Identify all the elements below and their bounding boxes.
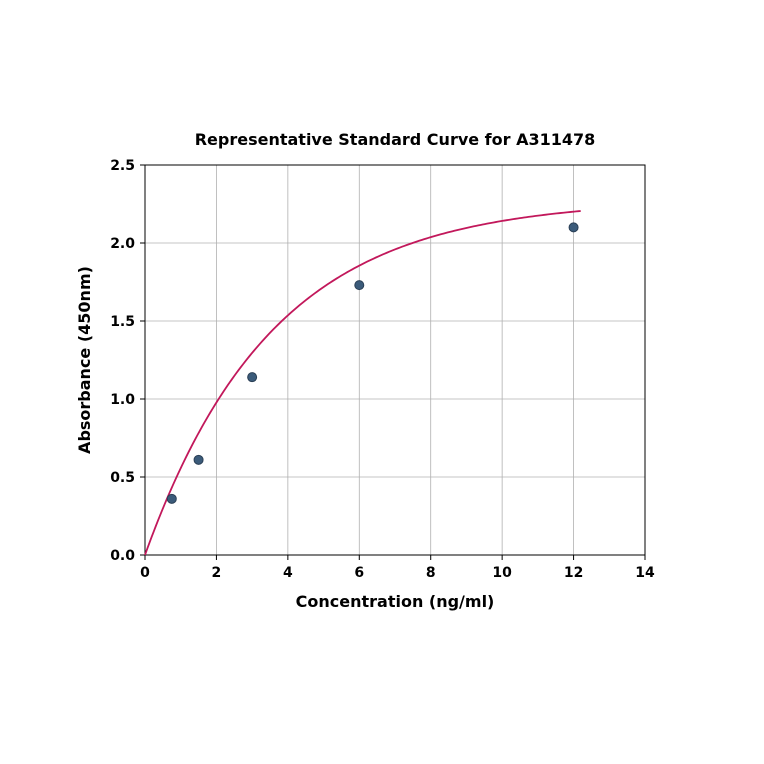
x-tick-label: 10 [492,565,512,581]
x-tick-label: 8 [426,565,436,581]
x-tick-label: 12 [564,565,583,581]
y-axis-label: Absorbance (450nm) [75,266,94,454]
data-point [355,281,364,290]
y-tick-label: 0.5 [110,470,135,486]
chart-container: 0 2 4 6 8 10 12 14 0.0 0.5 1.0 1.5 2.0 2.5 Representa… [0,0,764,764]
x-tick-label: 2 [212,565,222,581]
data-point [248,373,257,382]
y-tick-label: 2.0 [110,236,135,252]
y-tick-label: 1.0 [110,392,135,408]
data-point [167,494,176,503]
x-tick-label: 0 [140,565,150,581]
standard-curve-chart: 0 2 4 6 8 10 12 14 0.0 0.5 1.0 1.5 2.0 2.5 Representa… [0,0,764,764]
y-tick-label: 2.5 [110,158,135,174]
x-tick-label: 14 [635,565,655,581]
x-tick-label: 4 [283,565,293,581]
data-point [569,223,578,232]
x-axis-label: Concentration (ng/ml) [296,592,495,611]
plot-area: 0 2 4 6 8 10 12 14 0.0 0.5 1.0 1.5 2.0 2.5 [110,158,655,581]
y-tick-label: 0.0 [110,548,135,564]
y-tick-label: 1.5 [110,314,135,330]
plot-background [145,165,645,555]
data-point [194,455,203,464]
x-tick-label: 6 [354,565,364,581]
chart-title: Representative Standard Curve for A31147… [195,130,596,149]
